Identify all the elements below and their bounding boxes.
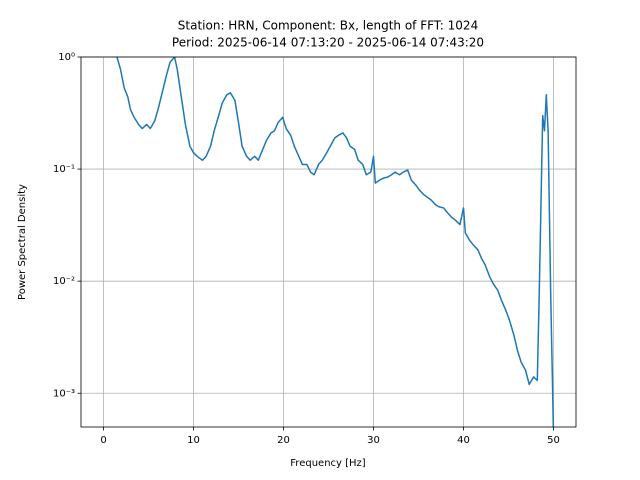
y-tick-label: 10⁰: [58, 52, 75, 63]
chart-title: Station: HRN, Component: Bx, length of F…: [178, 19, 478, 33]
ticks: 0 10 20 30 40 50 10⁻³ 10⁻² 10⁻¹ 10⁰: [53, 52, 560, 446]
y-tick-label: 10⁻¹: [53, 164, 75, 175]
y-tick-label: 10⁻²: [53, 276, 75, 287]
plot-area: [116, 57, 555, 427]
chart-title: Period: 2025-06-14 07:13:20 - 2025-06-14…: [172, 36, 484, 50]
y-axis-label: Power Spectral Density: [17, 184, 28, 300]
x-tick-label: 20: [277, 435, 290, 446]
x-tick-label: 30: [367, 435, 380, 446]
x-tick-label: 40: [457, 435, 470, 446]
x-tick-label: 10: [187, 435, 200, 446]
x-axis-label: Frequency [Hz]: [290, 458, 366, 469]
series-line: [116, 57, 555, 427]
x-tick-label: 50: [547, 435, 560, 446]
x-tick-label: 0: [100, 435, 106, 446]
y-tick-label: 10⁻³: [53, 388, 75, 399]
axes-frame: [80, 56, 577, 428]
